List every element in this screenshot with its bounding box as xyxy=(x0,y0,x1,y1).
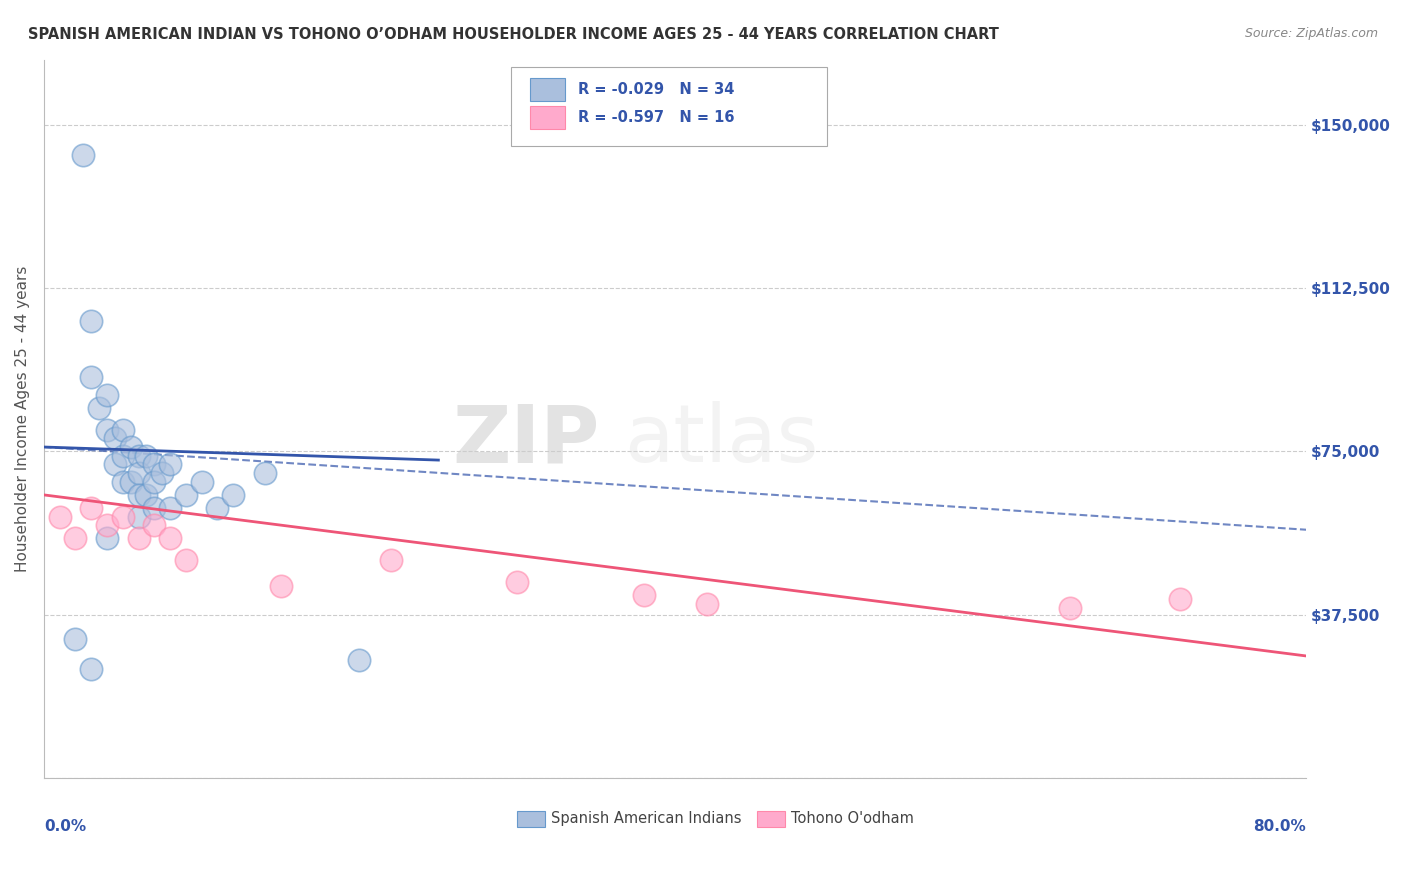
Point xyxy=(207,500,229,515)
Point xyxy=(143,500,166,515)
Point xyxy=(120,475,142,489)
Bar xyxy=(530,106,565,129)
Text: atlas: atlas xyxy=(624,401,818,479)
Point xyxy=(380,553,402,567)
Point xyxy=(80,500,103,515)
Point xyxy=(633,588,655,602)
Point xyxy=(96,423,118,437)
Point xyxy=(150,466,173,480)
Point xyxy=(174,488,197,502)
Point xyxy=(135,449,157,463)
Point xyxy=(128,466,150,480)
Text: Spanish American Indians: Spanish American Indians xyxy=(551,812,742,826)
Point xyxy=(1168,592,1191,607)
Point xyxy=(506,574,529,589)
Bar xyxy=(530,78,565,101)
Point xyxy=(96,532,118,546)
Point xyxy=(48,509,70,524)
Text: ZIP: ZIP xyxy=(453,401,599,479)
Point xyxy=(143,475,166,489)
Point xyxy=(65,632,87,646)
Point xyxy=(111,509,134,524)
Point xyxy=(270,579,292,593)
Point xyxy=(111,423,134,437)
Text: R = -0.597   N = 16: R = -0.597 N = 16 xyxy=(578,111,734,125)
Point xyxy=(128,509,150,524)
Point xyxy=(128,449,150,463)
Point xyxy=(104,458,127,472)
Point xyxy=(159,458,181,472)
Text: Tohono O'odham: Tohono O'odham xyxy=(792,812,914,826)
Point xyxy=(696,597,718,611)
Text: 0.0%: 0.0% xyxy=(44,819,86,834)
Point xyxy=(135,488,157,502)
Point xyxy=(111,475,134,489)
Point xyxy=(96,388,118,402)
Text: SPANISH AMERICAN INDIAN VS TOHONO O’ODHAM HOUSEHOLDER INCOME AGES 25 - 44 YEARS : SPANISH AMERICAN INDIAN VS TOHONO O’ODHA… xyxy=(28,27,1000,42)
Point xyxy=(190,475,212,489)
Point xyxy=(87,401,110,415)
Point xyxy=(72,148,94,162)
Text: Source: ZipAtlas.com: Source: ZipAtlas.com xyxy=(1244,27,1378,40)
Point xyxy=(104,431,127,445)
Point xyxy=(96,518,118,533)
Point xyxy=(349,653,371,667)
Bar xyxy=(756,811,785,827)
Point xyxy=(159,532,181,546)
Point xyxy=(80,662,103,676)
Text: R = -0.029   N = 34: R = -0.029 N = 34 xyxy=(578,81,734,96)
Point xyxy=(1059,601,1081,615)
Point xyxy=(128,532,150,546)
Point xyxy=(128,488,150,502)
Point xyxy=(143,518,166,533)
Point xyxy=(65,532,87,546)
Point xyxy=(111,449,134,463)
Point xyxy=(174,553,197,567)
Point xyxy=(222,488,245,502)
Bar xyxy=(517,811,546,827)
Point xyxy=(120,440,142,454)
Point xyxy=(143,458,166,472)
Text: 80.0%: 80.0% xyxy=(1254,819,1306,834)
Point xyxy=(159,500,181,515)
Point xyxy=(80,370,103,384)
Y-axis label: Householder Income Ages 25 - 44 years: Householder Income Ages 25 - 44 years xyxy=(15,266,30,572)
Point xyxy=(253,466,276,480)
FancyBboxPatch shape xyxy=(510,67,827,145)
Point xyxy=(80,314,103,328)
